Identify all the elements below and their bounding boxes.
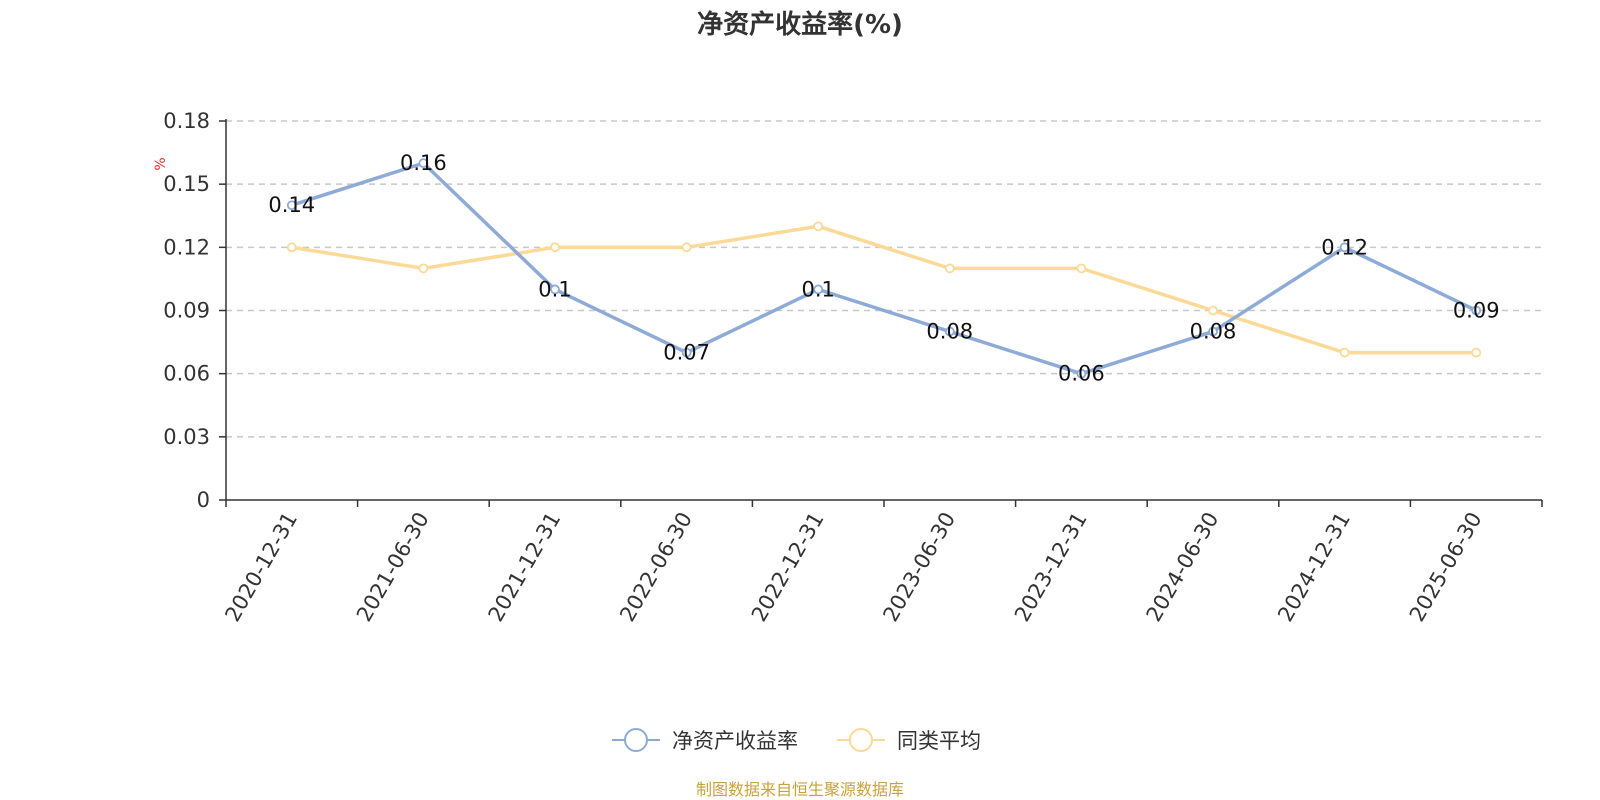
x-tick-label: 2023-06-30 [878,508,960,626]
roe-series-point[interactable] [286,200,297,211]
x-tick-label: 2021-12-31 [484,508,566,626]
chart-title: 净资产收益率(%) [697,9,903,40]
average-series-point[interactable] [681,242,692,253]
average-series-point[interactable] [813,221,824,232]
x-axis-ticks: 2020-12-31 2021-06-30 2021-12-31 2022-06-30… [220,500,1543,626]
x-tick-label: 2024-12-31 [1273,508,1355,626]
x-tick-label: 2020-12-31 [220,508,302,626]
y-tick-label: 0.06 [163,362,210,386]
y-tick-label: 0.03 [163,425,210,449]
y-tick-label: 0.09 [163,299,210,323]
average-series-point[interactable] [1471,347,1482,358]
roe-data-label: 0.1 [801,277,834,301]
roe-series-point[interactable] [813,284,824,295]
roe-series-point[interactable] [681,347,692,358]
data-source-note: 制图数据来自恒生聚源数据库 [696,780,904,799]
legend: 净资产收益率 同类平均 [612,728,981,753]
x-tick-label: 2022-06-30 [615,508,697,626]
legend-roe-label: 净资产收益率 [672,729,798,753]
roe-series-line [291,161,1477,376]
legend-item-peer-average[interactable]: 同类平均 [837,728,981,753]
average-series-point[interactable] [286,242,297,253]
legend-average-marker [849,728,873,752]
roe-series-point[interactable] [1208,326,1218,337]
x-tick-label: 2025-06-30 [1405,508,1487,626]
y-axis-ticks: 0 0.03 0.06 0.09 0.12 0.15 0.18 [163,109,226,512]
roe-data-label: 0.07 [663,341,710,365]
roe-series-point[interactable] [944,326,955,337]
roe-data-label: 0.1 [538,277,571,301]
x-tick-label: 2022-12-31 [747,508,829,626]
roe-data-label: 0.08 [1190,320,1237,344]
average-series-point[interactable] [1208,305,1218,316]
roe-series-point[interactable] [1339,242,1350,253]
roe-series-point[interactable] [418,158,429,169]
roe-series-point[interactable] [1471,305,1482,316]
y-axis-unit: % [153,157,169,170]
average-series-point[interactable] [944,263,955,274]
roe-data-label: 0.14 [268,193,315,217]
series-lines [286,158,1482,379]
roe-data-label: 0.09 [1453,299,1500,323]
average-series-point[interactable] [418,263,429,274]
y-tick-label: 0.15 [163,172,210,196]
y-tick-label: 0 [197,488,210,512]
legend-average-label: 同类平均 [897,729,981,753]
roe-series-point[interactable] [550,284,560,295]
average-series-line [291,224,1477,355]
roe-data-label: 0.06 [1058,362,1105,386]
average-series-point[interactable] [550,242,560,253]
roe-series-point[interactable] [1076,368,1087,379]
legend-item-roe[interactable]: 净资产收益率 [612,728,798,753]
roe-data-label: 0.16 [400,151,447,175]
y-tick-label: 0.12 [163,235,210,259]
x-tick-label: 2023-12-31 [1010,508,1092,626]
average-series-point[interactable] [1339,347,1350,358]
x-tick-label: 2021-06-30 [352,508,434,626]
data-labels: 0.14 0.16 0.1 0.07 0.1 0.08 0.06 0.08 0.12 0.09 [268,151,1499,386]
y-tick-label: 0.18 [163,109,210,133]
legend-roe-marker [624,728,648,752]
average-series-point[interactable] [1076,263,1087,274]
roe-data-label: 0.08 [926,320,973,344]
roe-data-label: 0.12 [1321,235,1368,259]
x-tick-label: 2024-06-30 [1142,508,1224,626]
